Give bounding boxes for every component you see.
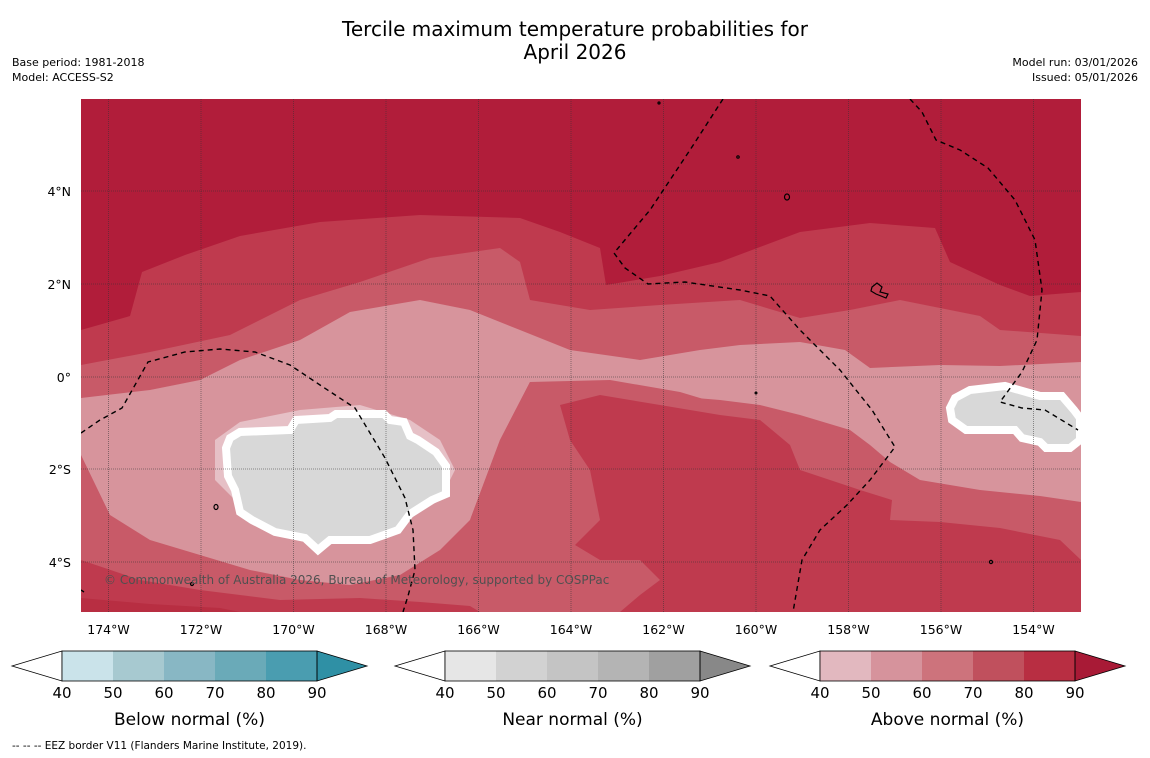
lon-tick: 164°W	[550, 622, 592, 637]
model-name: Model: ACCESS-S2	[12, 71, 114, 84]
copyright-notice: © Commonwealth of Australia 2026, Bureau…	[104, 573, 609, 587]
colorbar-segment	[547, 651, 598, 681]
colorbar-outline	[819, 650, 1076, 682]
island-outline	[736, 155, 740, 159]
colorbar-tick: 40	[435, 684, 454, 702]
colorbar-tick: 90	[307, 684, 326, 702]
colorbar-segment	[649, 651, 700, 681]
title-line-2: April 2026	[523, 40, 627, 64]
colorbar-segment	[113, 651, 164, 681]
colorbar-segment	[496, 651, 547, 681]
issued-date: Issued: 05/01/2026	[1031, 71, 1138, 84]
colorbar-label: Near normal (%)	[502, 710, 642, 730]
lat-tick: 2°N	[47, 277, 71, 292]
colorbar-tick: 70	[205, 684, 224, 702]
above-70-80-inner-region	[560, 395, 1081, 612]
island-outline	[870, 282, 889, 299]
lon-tick: 156°W	[920, 622, 962, 637]
colorbar-tick: 50	[103, 684, 122, 702]
colorbar-tick: 90	[1065, 684, 1084, 702]
colorbar-tick: 70	[963, 684, 982, 702]
colorbar-segment	[445, 651, 496, 681]
colorbar-segment	[266, 651, 317, 681]
colorbar-label: Above normal (%)	[871, 710, 1024, 730]
lon-tick: 168°W	[365, 622, 407, 637]
colorbar-tick: 50	[486, 684, 505, 702]
lat-tick: 2°S	[49, 462, 71, 477]
colorbar-tick: 90	[690, 684, 709, 702]
eez-borders	[81, 99, 1079, 612]
chart-title: Tercile maximum temperature probabilitie…	[0, 18, 1150, 64]
colorbar-tick: 80	[256, 684, 275, 702]
model-run: Model run: 03/01/2026	[1012, 56, 1138, 69]
colorbar-below: 40 50 60 70 80 90 Below normal (%)	[10, 650, 369, 730]
colorbar-near: 40 50 60 70 80 90 Near normal (%)	[393, 650, 752, 730]
colorbar-segment	[62, 651, 113, 681]
colorbar-tick: 40	[52, 684, 71, 702]
colorbar-above: 40 50 60 70 80 90 Above normal (%)	[768, 650, 1127, 730]
above-70-80-south-region	[81, 560, 480, 612]
near-normal-east-region	[945, 381, 1081, 452]
colorbar-segment	[164, 651, 215, 681]
lat-tick: 4°N	[47, 184, 71, 199]
colorbar-segment	[598, 651, 649, 681]
colorbar-segment	[820, 651, 871, 681]
colorbar-low-extend	[10, 650, 63, 682]
probability-field: © Commonwealth of Australia 2026, Bureau…	[81, 99, 1081, 612]
colorbar-segment	[871, 651, 922, 681]
eez-legend-note: -- -- -- EEZ border V11 (Flanders Marine…	[12, 740, 307, 752]
longitude-ticks: 174°W 172°W 170°W 168°W 166°W 164°W 162°…	[87, 622, 1054, 637]
colorbar-outline	[61, 650, 318, 682]
lat-tick: 4°S	[49, 555, 71, 570]
near-normal-west-region	[221, 410, 450, 556]
lon-tick: 154°W	[1012, 622, 1054, 637]
colorbar-tick: 80	[1014, 684, 1033, 702]
meta-right: Model run: 03/01/2026 Issued: 05/01/2026	[1012, 55, 1138, 85]
colorbar-tick: 60	[537, 684, 556, 702]
colorbar-low-extend	[393, 650, 446, 682]
island-outline	[754, 391, 758, 395]
colorbars: 40 50 60 70 80 90 Below normal (%) 40 50 60 70 80 90…	[10, 650, 1127, 730]
lat-tick: 0°	[57, 370, 71, 385]
colorbar-label: Below normal (%)	[114, 710, 265, 730]
colorbar-segment	[215, 651, 266, 681]
island-outline	[213, 503, 219, 511]
islands	[189, 101, 994, 587]
lon-tick: 162°W	[642, 622, 684, 637]
lon-tick: 160°W	[735, 622, 777, 637]
colorbar-segment	[922, 651, 973, 681]
island-outline	[988, 559, 994, 565]
above-80-90-south-region	[81, 598, 240, 612]
base-period: Base period: 1981-2018	[12, 56, 145, 69]
colorbar-tick: 60	[154, 684, 173, 702]
lon-tick: 166°W	[457, 622, 499, 637]
lon-tick: 170°W	[272, 622, 314, 637]
colorbar-segment	[973, 651, 1024, 681]
meta-left: Base period: 1981-2018 Model: ACCESS-S2	[12, 55, 144, 85]
gridlines	[81, 99, 1081, 612]
colorbar-tick: 80	[639, 684, 658, 702]
title-line-1: Tercile maximum temperature probabilitie…	[342, 17, 808, 41]
island-outline	[657, 101, 661, 105]
island-outline	[189, 581, 195, 587]
colorbar-high-extend	[1074, 650, 1127, 682]
colorbar-tick: 40	[810, 684, 829, 702]
island-outline	[783, 193, 791, 201]
colorbar-low-extend	[768, 650, 821, 682]
colorbar-tick: 60	[912, 684, 931, 702]
colorbar-segment	[1024, 651, 1075, 681]
colorbar-tick: 70	[588, 684, 607, 702]
latitude-ticks: 4°N 2°N 0° 2°S 4°S	[47, 184, 71, 570]
lon-tick: 174°W	[87, 622, 129, 637]
colorbar-outline	[444, 650, 701, 682]
lon-tick: 172°W	[180, 622, 222, 637]
lon-tick: 158°W	[827, 622, 869, 637]
colorbar-high-extend	[316, 650, 369, 682]
colorbar-tick: 50	[861, 684, 880, 702]
colorbar-high-extend	[699, 650, 752, 682]
